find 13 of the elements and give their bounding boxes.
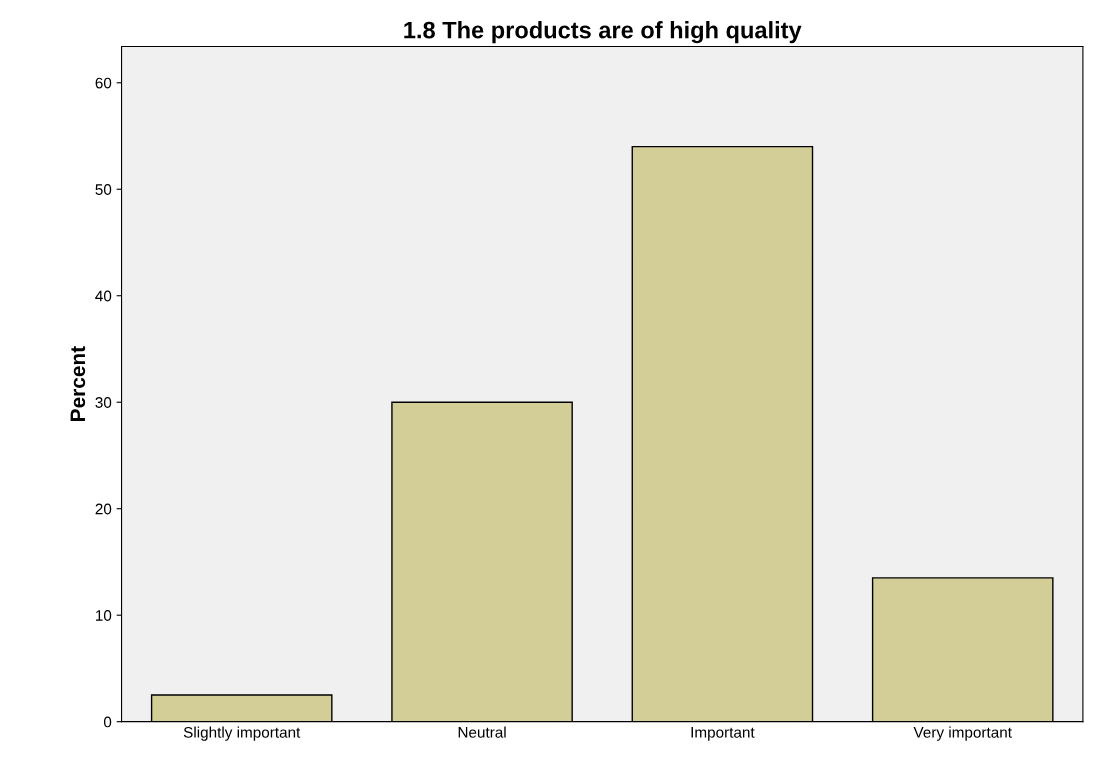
x-tick-label: Slightly important xyxy=(183,726,301,741)
x-tick-label: Neutral xyxy=(458,726,506,738)
x-tick-label: Very important xyxy=(913,726,1012,741)
y-tick-label: 20 xyxy=(95,503,112,515)
y-tick-label: 50 xyxy=(95,184,112,195)
x-tick-label: Important xyxy=(691,727,755,741)
y-tick-label: 40 xyxy=(95,290,112,302)
y-tick-label: 0 xyxy=(103,716,112,728)
y-axis-title: Percent xyxy=(70,346,86,421)
chart-title: 1.8 The products are of high quality xyxy=(404,21,802,44)
y-tick-label: 10 xyxy=(96,610,112,621)
y-tick-label: 30 xyxy=(95,397,112,408)
y-tick-label: 60 xyxy=(95,77,112,89)
